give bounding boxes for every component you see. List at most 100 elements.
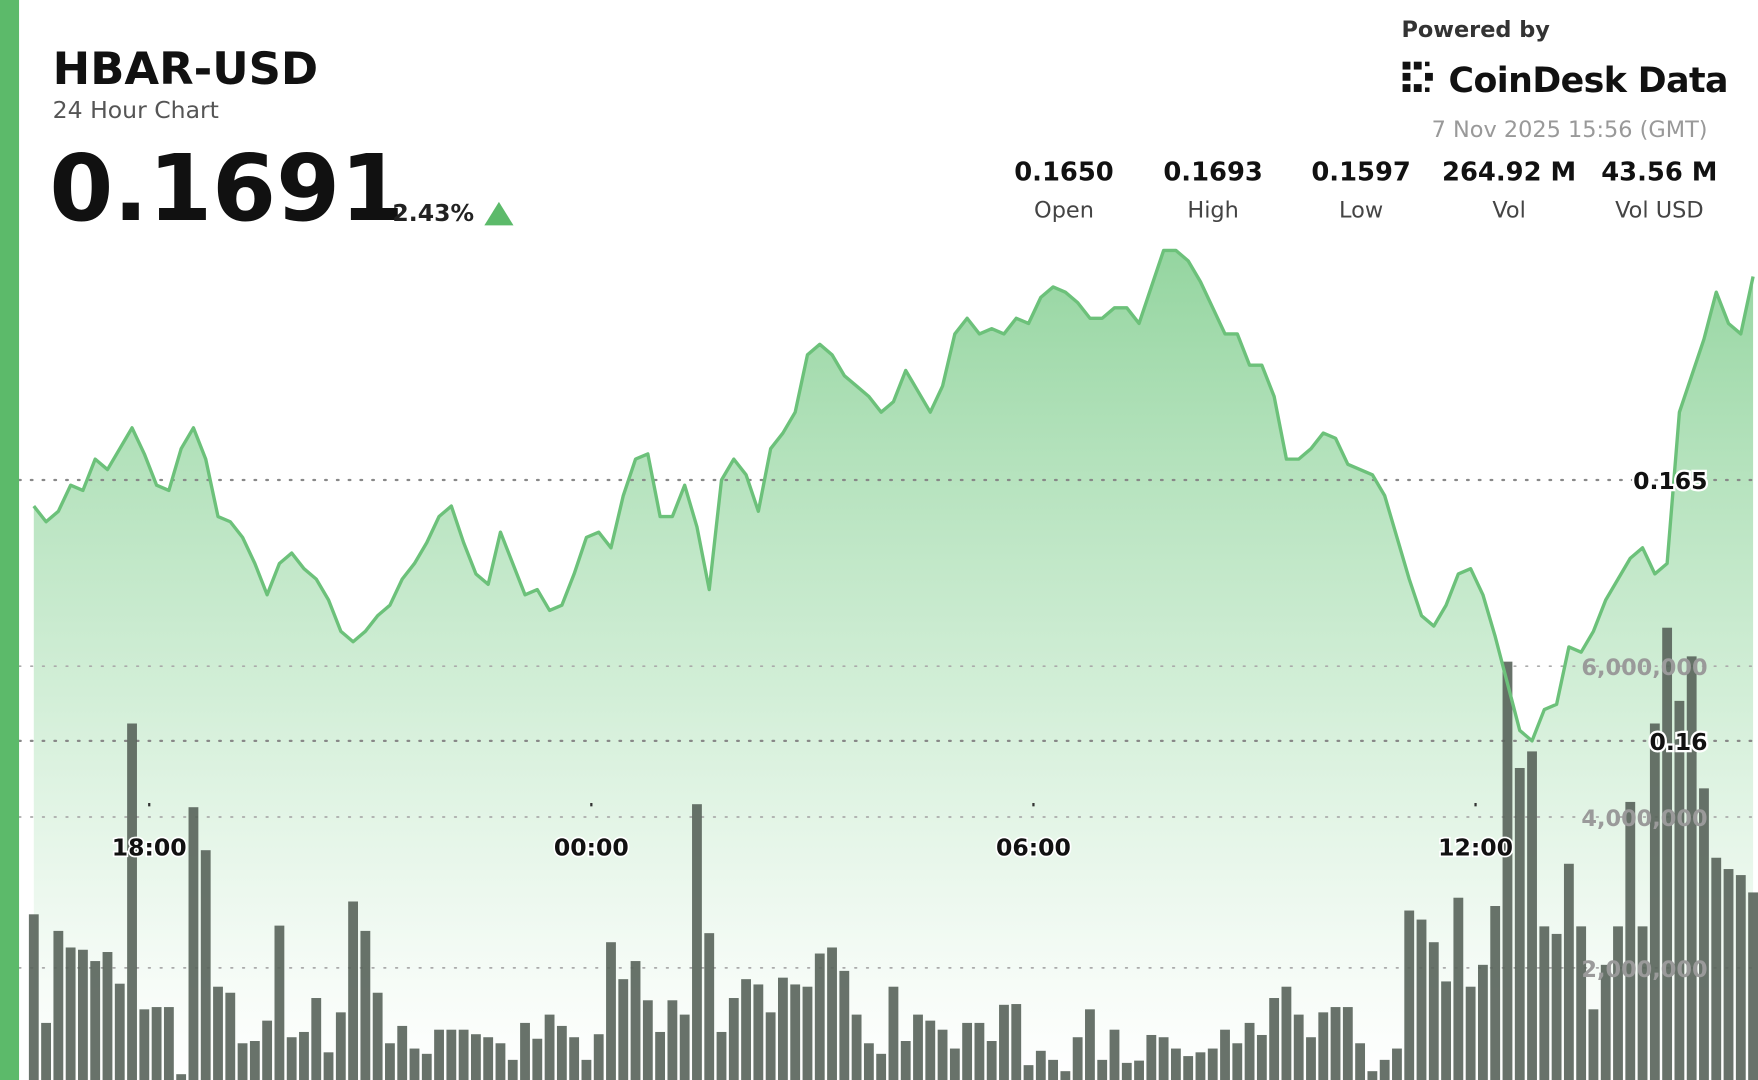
y2-tick-label: 4,000,000 <box>1581 806 1707 832</box>
stat-label: High <box>1187 198 1238 224</box>
volume-bar <box>827 947 837 1080</box>
volume-bar <box>286 1037 297 1080</box>
volume-bar <box>385 1043 395 1080</box>
axis-labels: 0.16 0.165 2,000,000 4,000,000 6,000,000 18:0… <box>110 465 1710 983</box>
volume-bar <box>925 1020 936 1080</box>
price-area <box>33 250 1754 1080</box>
volume-bar <box>41 1022 51 1080</box>
volume-bar <box>1195 1052 1206 1080</box>
volume-bar <box>409 1048 420 1080</box>
volume-bar <box>1576 926 1587 1080</box>
brand: CoinDesk Data <box>1449 61 1728 101</box>
volume-bar <box>1748 892 1758 1080</box>
timestamp: 7 Nov 2025 15:56 (GMT) <box>1432 117 1708 143</box>
volume-bar <box>1392 1048 1402 1080</box>
volume-bar <box>127 723 137 1080</box>
stat-label: Vol USD <box>1615 198 1704 224</box>
volume-bar <box>262 1020 273 1080</box>
volume-bar <box>1735 875 1746 1080</box>
x-tick-label: 12:00 <box>1438 834 1513 862</box>
stat-label: Vol <box>1492 198 1526 224</box>
volume-bar <box>1121 1062 1132 1080</box>
volume-bar <box>421 1053 432 1080</box>
volume-bar <box>1035 1050 1046 1080</box>
volume-bar <box>1170 1048 1181 1080</box>
volume-bar <box>1613 926 1623 1080</box>
y-tick-label: 0.16 <box>1649 728 1707 756</box>
volume-bar <box>1158 1037 1169 1080</box>
volume-bar <box>704 933 715 1080</box>
volume-bar <box>593 1034 604 1080</box>
volume-bar <box>569 1037 580 1080</box>
volume-bar <box>1379 1059 1390 1080</box>
volume-bar <box>1072 1037 1083 1080</box>
volume-bar <box>1256 1034 1267 1080</box>
volume-bar <box>520 1022 530 1080</box>
volume-bar <box>1416 919 1427 1080</box>
volume-bars <box>28 627 1758 1080</box>
volume-bar <box>249 1041 260 1080</box>
volume-bar <box>397 1025 408 1080</box>
volume-bar <box>1404 910 1415 1080</box>
volume-bar <box>630 961 641 1080</box>
stat-value: 0.1597 <box>1311 158 1410 188</box>
volume-bar <box>53 930 64 1080</box>
volume-bar <box>1465 986 1476 1080</box>
volume-bar <box>618 979 629 1080</box>
change: 2.43% <box>392 199 474 227</box>
powered-by: Powered by <box>1401 17 1550 43</box>
volume-bar <box>470 1034 481 1080</box>
volume-bar <box>778 977 788 1080</box>
volume-bar <box>667 1000 678 1080</box>
volume-bar <box>655 1031 666 1080</box>
y2-tick-label: 6,000,000 <box>1581 655 1707 681</box>
volume-bar <box>1306 1037 1316 1080</box>
volume-bar <box>237 1043 248 1080</box>
plot-area: 0.16 0.165 2,000,000 4,000,000 6,000,000 18:0… <box>17 248 1758 1080</box>
volume-bar <box>1711 857 1722 1080</box>
volume-bar <box>1134 1060 1144 1080</box>
volume-bar <box>1220 1029 1230 1080</box>
volume-bar <box>1600 964 1611 1080</box>
volume-bar <box>1625 801 1636 1080</box>
volume-bar <box>1551 933 1562 1080</box>
volume-bar <box>1183 1056 1194 1080</box>
volume-bar <box>225 992 236 1080</box>
volume-bar <box>1674 700 1685 1080</box>
volume-bar <box>863 1043 874 1080</box>
volume-bar <box>176 1074 187 1080</box>
volume-bar <box>335 1012 346 1080</box>
volume-bar <box>323 1052 334 1080</box>
volume-bar <box>163 1007 174 1080</box>
volume-bar <box>1637 926 1648 1080</box>
volume-bar <box>581 1059 592 1080</box>
volume-bar <box>1502 661 1513 1080</box>
volume-bar <box>913 1014 923 1080</box>
volume-bar <box>1207 1048 1218 1080</box>
volume-bar <box>937 1029 948 1080</box>
volume-bar <box>1318 1012 1329 1080</box>
grid <box>17 250 1758 1080</box>
volume-bar <box>495 1043 506 1080</box>
volume-bar <box>102 952 113 1080</box>
change-arrow <box>484 201 514 226</box>
symbol: HBAR-USD <box>53 42 318 95</box>
volume-bar <box>1478 964 1488 1080</box>
volume-bar <box>1539 926 1550 1080</box>
volume-bar <box>1097 1059 1108 1080</box>
volume-bar <box>1367 1071 1378 1080</box>
volume-bar <box>1355 1043 1366 1080</box>
volume-bar <box>1109 1029 1120 1080</box>
volume-bar <box>188 807 199 1080</box>
volume-bar <box>642 1000 653 1080</box>
volume-bar <box>1023 1065 1034 1080</box>
volume-bar <box>299 1031 309 1080</box>
stat-value: 0.1693 <box>1163 158 1262 188</box>
price-series <box>32 248 1755 743</box>
volume-bar <box>90 961 101 1080</box>
volume-bar <box>949 1048 960 1080</box>
volume-bar <box>802 986 813 1080</box>
volume-bar <box>876 1053 887 1080</box>
volume-bar <box>1527 751 1537 1080</box>
